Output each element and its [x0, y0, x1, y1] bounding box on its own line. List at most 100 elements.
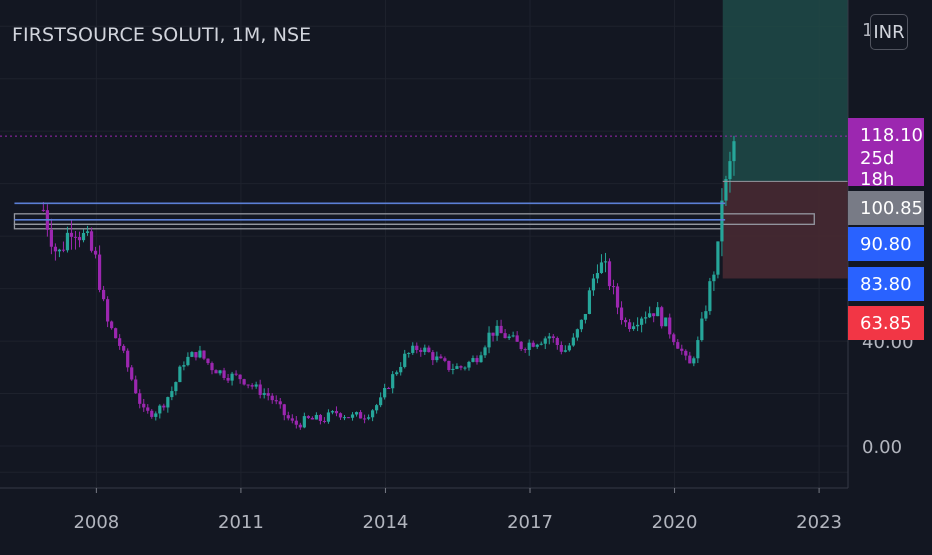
- candle-body: [222, 370, 226, 378]
- candle-body: [234, 373, 238, 375]
- candle-body: [318, 414, 323, 421]
- candle-body: [174, 382, 178, 392]
- candle-body: [350, 414, 355, 418]
- candle-body: [708, 281, 712, 312]
- candle-body: [61, 249, 66, 251]
- entry-price-label: 100.85: [848, 191, 924, 225]
- x-tick-label: 2020: [652, 512, 698, 533]
- candle-body: [326, 412, 331, 422]
- candle-body: [178, 366, 182, 383]
- candle-body: [575, 329, 579, 338]
- candle-body: [487, 332, 491, 348]
- bar-countdown-label: 25d 18h: [848, 148, 924, 190]
- candle-body: [451, 368, 455, 371]
- candle-body: [258, 384, 262, 395]
- candle-body: [579, 319, 583, 330]
- candle-body: [362, 418, 367, 420]
- candle-body: [491, 332, 495, 336]
- candle-body: [371, 410, 375, 418]
- candle-body: [640, 318, 644, 325]
- candle-body: [611, 286, 616, 288]
- candle-body: [366, 417, 371, 419]
- current-price-label: 118.10: [848, 118, 924, 152]
- y-tick-top: 1: [862, 20, 874, 41]
- candle-body: [97, 254, 102, 290]
- candle-body: [688, 355, 692, 364]
- currency-button[interactable]: INR: [870, 14, 908, 50]
- candle-body: [631, 326, 636, 330]
- candle-body: [118, 338, 122, 346]
- candle-body: [306, 416, 310, 418]
- candle-body: [266, 393, 270, 396]
- candle-body: [519, 341, 523, 350]
- candle-body: [278, 401, 282, 405]
- candle-body: [346, 417, 351, 419]
- candle-body: [358, 412, 363, 419]
- candle-body: [483, 347, 487, 356]
- candle-body: [53, 246, 58, 252]
- candle-body: [65, 232, 70, 251]
- candle-body: [547, 336, 551, 339]
- candle-body: [294, 420, 298, 425]
- candle-body: [49, 229, 53, 247]
- candle-body: [475, 358, 479, 363]
- candle-body: [142, 403, 146, 408]
- candle-body: [399, 366, 403, 373]
- x-tick-label: 2017: [507, 512, 553, 533]
- candle-body: [122, 345, 126, 351]
- candle-body: [716, 241, 720, 275]
- candle-body: [415, 345, 419, 351]
- candle-body: [310, 417, 314, 420]
- target-zone: [722, 0, 848, 182]
- candle-body: [591, 278, 596, 291]
- candle-body: [186, 356, 190, 366]
- candle-body: [290, 418, 294, 421]
- candle-body: [134, 379, 138, 394]
- candle-body: [423, 347, 427, 352]
- candle-body: [619, 307, 624, 321]
- candle-body: [623, 320, 628, 323]
- candle-body: [672, 334, 676, 343]
- candle-body: [527, 342, 531, 350]
- candle-body: [563, 350, 567, 352]
- candle-body: [282, 404, 286, 416]
- candle-body: [342, 417, 347, 419]
- candle-body: [720, 200, 724, 242]
- candle-body: [93, 250, 98, 255]
- candle-body: [644, 317, 648, 319]
- candle-body: [431, 352, 435, 361]
- candle-body: [403, 353, 407, 367]
- candle-body: [439, 356, 443, 359]
- candle-body: [206, 358, 210, 364]
- candle-body: [507, 336, 511, 339]
- candle-body: [443, 358, 447, 361]
- candle-body: [41, 209, 45, 211]
- candle-body: [615, 286, 620, 308]
- candle-body: [230, 373, 234, 381]
- candle-body: [571, 337, 575, 346]
- candle-body: [712, 274, 716, 282]
- candle-body: [73, 236, 78, 238]
- candle-body: [427, 347, 431, 353]
- candle-body: [214, 370, 218, 374]
- candle-body: [202, 350, 206, 359]
- candle-body: [338, 413, 343, 418]
- candle-body: [467, 361, 471, 368]
- candle-body: [676, 342, 680, 349]
- candle-body: [692, 358, 696, 364]
- candle-body: [298, 424, 302, 428]
- candle-body: [250, 385, 254, 387]
- candle-body: [680, 348, 684, 351]
- candle-body: [154, 413, 158, 417]
- candle-body: [254, 384, 258, 387]
- candle-body: [126, 350, 130, 368]
- candle-body: [435, 356, 439, 361]
- candle-body: [503, 333, 507, 339]
- candle-body: [511, 335, 515, 337]
- candle-body: [81, 232, 86, 241]
- candle-body: [559, 345, 563, 352]
- candle-body: [194, 352, 198, 358]
- candle-body: [286, 415, 290, 419]
